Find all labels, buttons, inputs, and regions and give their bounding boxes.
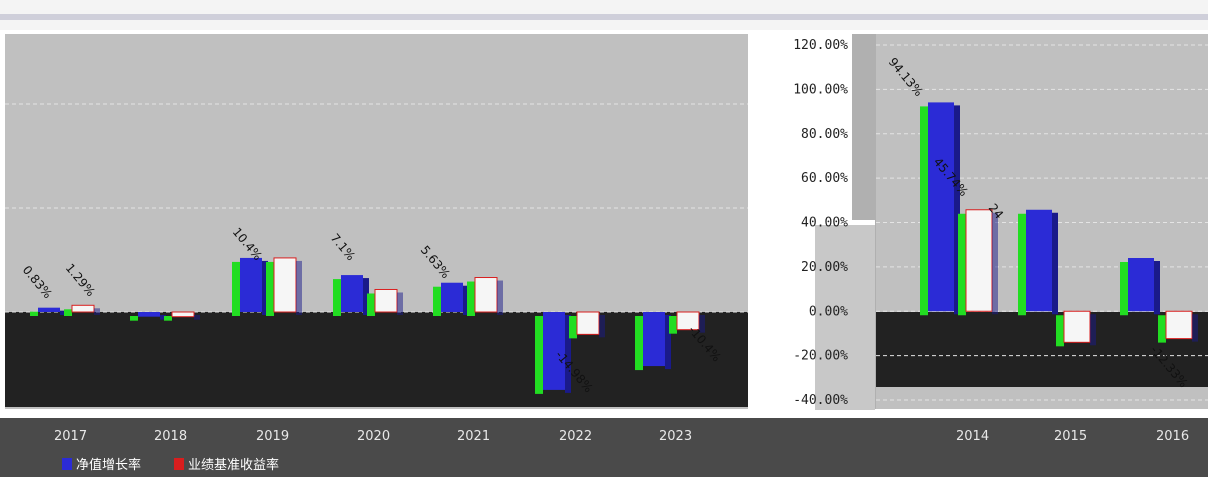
y-tick-label: 20.00%	[801, 260, 848, 275]
bar	[274, 258, 296, 312]
bar-side	[433, 287, 441, 316]
bar-depth	[94, 308, 100, 315]
bar-depth	[397, 292, 403, 315]
bar-side	[333, 279, 341, 316]
bar-side	[164, 316, 172, 321]
bar-depth	[992, 213, 998, 314]
bar-side	[1120, 262, 1128, 315]
bar	[138, 312, 160, 317]
bar-side	[467, 282, 475, 316]
bar-side	[1158, 315, 1166, 342]
bar	[643, 312, 665, 366]
bar-side	[1018, 214, 1026, 315]
bar-side	[569, 316, 577, 338]
category-label: 2014	[956, 429, 989, 444]
bar-side	[266, 262, 274, 316]
category-label: 2016	[1156, 429, 1189, 444]
bar	[1128, 258, 1154, 311]
top-strip-noise	[0, 14, 1208, 20]
legend-swatch-benchmark	[174, 458, 184, 470]
legend-swatch-nav	[62, 458, 72, 470]
y-tick-label: 80.00%	[801, 127, 848, 142]
y-tick-labels: -40.00% -20.00% 0.00% 20.00% 40.00% 60.00% 80.…	[793, 38, 848, 408]
bar-depth	[1154, 261, 1160, 314]
bar-side	[920, 106, 928, 315]
category-label: 2021	[457, 429, 490, 444]
bar-depth	[1090, 314, 1096, 345]
bar	[38, 308, 60, 312]
bar-depth	[497, 281, 503, 315]
bar-side	[232, 262, 240, 316]
bar-depth	[194, 315, 200, 320]
y-tick-label: -40.00%	[793, 393, 848, 408]
bar	[72, 305, 94, 312]
bar	[1064, 311, 1090, 342]
bar-side	[958, 214, 966, 315]
bar-depth	[296, 261, 302, 315]
y-tick-label: 0.00%	[809, 304, 848, 319]
category-label: 2017	[54, 429, 87, 444]
bar	[375, 289, 397, 312]
bar-depth	[1192, 314, 1198, 341]
bar	[240, 258, 262, 312]
category-label: 2018	[154, 429, 187, 444]
bar-side	[1056, 315, 1064, 346]
y-tick-label: 100.00%	[793, 82, 848, 97]
bar-side	[669, 316, 677, 334]
bar-side	[635, 316, 643, 370]
y-tick-label: -20.00%	[793, 349, 848, 364]
bar	[577, 312, 599, 334]
bar-side	[30, 312, 38, 316]
bar	[1166, 311, 1192, 338]
bar	[341, 275, 363, 312]
y-tick-label: 120.00%	[793, 38, 848, 53]
y-axis-strip	[760, 30, 852, 220]
bar	[928, 102, 954, 311]
bar-side	[64, 309, 72, 316]
bar	[475, 278, 497, 312]
category-label: 2019	[256, 429, 289, 444]
bar	[172, 312, 194, 317]
bar-depth	[1052, 213, 1058, 314]
bar	[966, 210, 992, 311]
legend-label-benchmark: 业绩基准收益率	[188, 457, 279, 473]
bar	[1026, 210, 1052, 311]
bar-side	[130, 316, 138, 321]
category-label: 2022	[559, 429, 592, 444]
y-tick-label: 40.00%	[801, 216, 848, 231]
bar-depth	[599, 315, 605, 337]
bar-side	[367, 293, 375, 316]
bar	[441, 283, 463, 312]
y-tick-label: 60.00%	[801, 171, 848, 186]
category-label: 2020	[357, 429, 390, 444]
bar-side	[535, 316, 543, 394]
category-label: 2023	[659, 429, 692, 444]
legend-label-nav: 净值增长率	[76, 457, 141, 473]
category-label: 2015	[1054, 429, 1087, 444]
